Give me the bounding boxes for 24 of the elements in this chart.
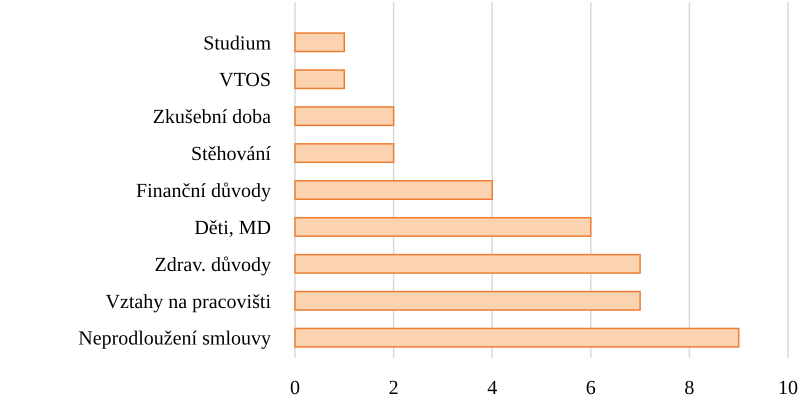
bar (294, 106, 394, 126)
y-tick-label: Děti, MD (194, 216, 271, 239)
bar (294, 216, 592, 237)
y-tick-label: Finanční důvody (136, 180, 271, 202)
x-tick-label: 4 (487, 377, 498, 399)
x-tick-label: 8 (684, 377, 694, 399)
bar (294, 32, 346, 52)
x-tick-label: 2 (388, 377, 399, 399)
y-tick-label: Zdrav. důvody (154, 254, 271, 276)
bar (294, 143, 394, 164)
bar (294, 254, 641, 274)
bar (294, 69, 346, 90)
x-tick-label: 6 (586, 377, 596, 399)
x-tick-label: 10 (778, 377, 798, 399)
y-tick-label: Neprodloužení smlouvy (78, 328, 271, 350)
y-tick-label: Zkušební doba (152, 106, 272, 128)
y-tick-label: Vztahy na pracovišti (106, 290, 272, 313)
bar (294, 180, 493, 200)
x-tick-label: 0 (290, 377, 300, 399)
bar (294, 328, 740, 348)
bar (294, 290, 641, 311)
y-tick-label: Studium (203, 32, 272, 54)
y-tick-label: Stěhování (191, 143, 272, 166)
y-tick-label: VTOS (219, 69, 271, 92)
